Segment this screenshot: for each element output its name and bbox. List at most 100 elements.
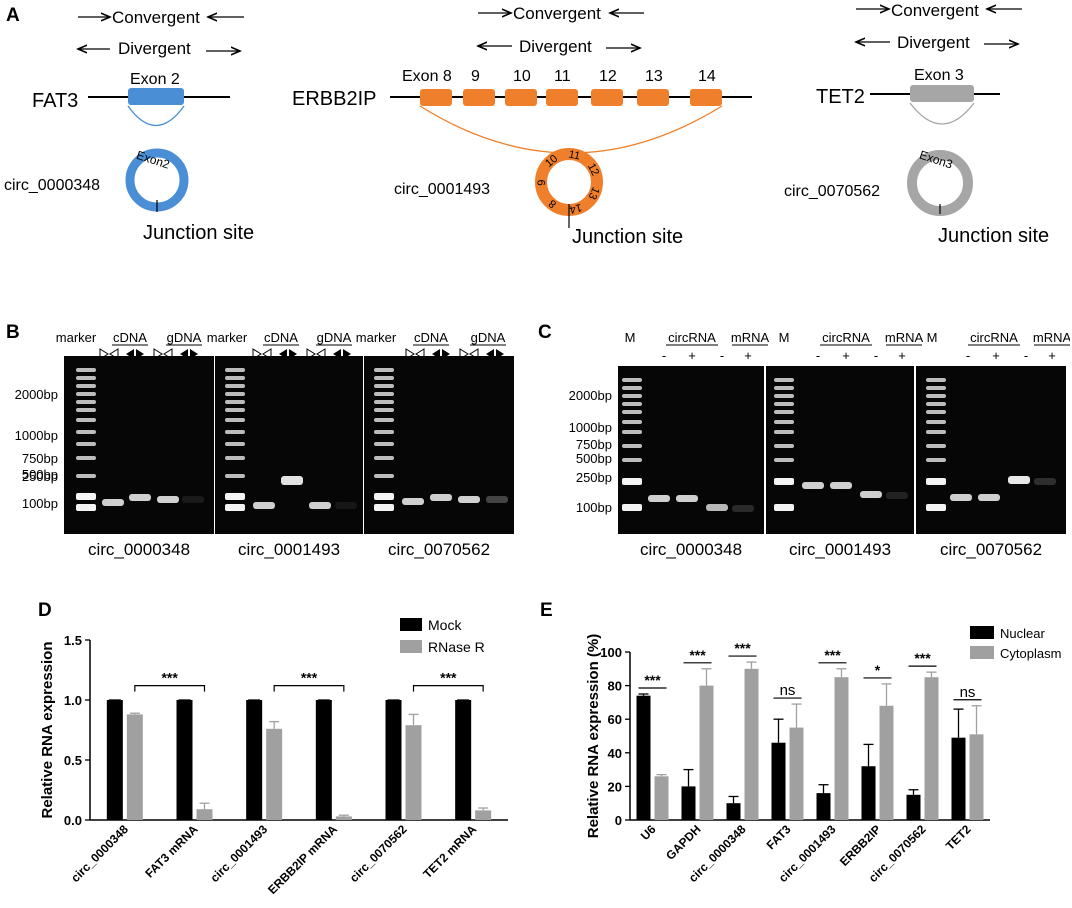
ladder-band [225, 408, 245, 412]
bar-mock [106, 700, 123, 820]
gel-header-label: cDNA [414, 330, 448, 345]
erbb2ip-ring-number: 14 [568, 201, 583, 216]
erbb2ip-exon-box [546, 89, 578, 106]
x-tick-label: ERBB2IP [837, 822, 884, 869]
legend-swatch [970, 646, 994, 659]
sample-band [1034, 478, 1056, 485]
ladder-band [374, 368, 394, 372]
bar-nuclear [816, 793, 831, 820]
sample-band [402, 498, 424, 505]
y-tick-label: 100 [600, 645, 622, 660]
bar-nuclear [726, 803, 741, 820]
rnase-sign: - [966, 348, 970, 363]
ladder-band [374, 400, 394, 404]
x-tick-label: FAT3 mRNA [142, 822, 201, 881]
erbb2ip-exon-labels: Exon 8 9 10 11 12 13 14 [402, 68, 716, 85]
erbb2ip-exon-boxes [420, 89, 722, 106]
erbb2ip-junction-label: Junction site [572, 226, 683, 248]
rnase-sign: + [842, 348, 850, 363]
rnase-sign: + [688, 348, 696, 363]
tet2-gene-label: TET2 [816, 86, 865, 108]
sample-band [430, 494, 452, 501]
sample-band [648, 495, 670, 502]
ladder-band [76, 504, 96, 511]
erbb2ip-exon-box [637, 89, 669, 106]
sample-band [281, 476, 303, 485]
gel-header-label: M [927, 330, 938, 345]
tet2-group: Convergent Divergent TET2 Exon 3 circ_00… [784, 1, 1049, 247]
ladder-band [926, 378, 946, 382]
ladder-band [76, 474, 96, 478]
rnase-sign: - [874, 348, 878, 363]
bar-rnase-r [266, 728, 283, 820]
gel-header-label: gDNA [471, 330, 506, 345]
gel-caption: circ_0070562 [940, 540, 1042, 559]
significance-label: ns [780, 682, 796, 699]
rnase-sign: - [1024, 348, 1028, 363]
panel-a-schematic: Convergent Divergent FAT3 Exon 2 circ_00… [4, 1, 1049, 248]
ladder-band [622, 402, 642, 406]
fat3-junction-label: Junction site [143, 222, 254, 244]
ladder-band [374, 442, 394, 446]
ladder-band [374, 504, 394, 511]
gel-size-label: 2000bp [569, 388, 612, 403]
gel-size-label: 500bp [576, 451, 612, 466]
ladder-band [926, 458, 946, 462]
erbb2ip-exon-label: 13 [645, 68, 663, 85]
x-tick-label: ERBB2IP mRNA [265, 822, 340, 897]
rnase-sign: - [662, 348, 666, 363]
ladder-band [374, 384, 394, 388]
erbb2ip-ring-number: 11 [568, 149, 582, 163]
gel-size-label: 1000bp [569, 420, 612, 435]
bar-rnase-r [126, 714, 143, 820]
legend-label: RNase R [428, 639, 485, 655]
x-tick-label: circ_0001493 [208, 822, 271, 885]
rnase-sign: + [898, 348, 906, 363]
bar-mock [385, 700, 402, 820]
tet2-circ-label: circ_0070562 [784, 183, 880, 200]
ladder-band [622, 444, 642, 448]
sample-band [102, 499, 124, 506]
gel-size-label: 750bp [576, 437, 612, 452]
sample-band [860, 491, 882, 498]
sample-band [950, 494, 972, 501]
ladder-band [374, 418, 394, 422]
rnase-sign: + [1048, 348, 1056, 363]
y-tick-label: 40 [608, 746, 622, 761]
erbb2ip-exon-box [463, 89, 495, 106]
y-tick-label: 20 [608, 779, 622, 794]
gel-size-label: 100bp [576, 500, 612, 515]
ladder-band [774, 444, 794, 448]
bar-cytoplasm [744, 668, 759, 820]
significance-label: *** [734, 640, 751, 656]
gel-caption: circ_0000348 [640, 540, 742, 559]
chart-d: 0.0 0.5 1.0 1.5 Relative RNA expression circ_… [39, 617, 508, 897]
bar-nuclear [906, 794, 921, 820]
bar-cytoplasm [879, 705, 894, 820]
x-tick-label: U6 [638, 822, 659, 843]
tet2-junction-label: Junction site [938, 225, 1049, 247]
gel-size-label: 750bp [22, 451, 58, 466]
sample-band [706, 504, 728, 511]
bar-cytoplasm [969, 734, 984, 820]
significance-bracket [412, 685, 484, 692]
significance-label: *** [301, 670, 318, 686]
gel-size-label: 2000bp [15, 387, 58, 402]
ladder-band [225, 456, 245, 460]
ladder-band [76, 418, 96, 422]
rnase-sign: - [816, 348, 820, 363]
sample-band [458, 496, 480, 503]
bar-nuclear [636, 695, 651, 820]
ladder-band [225, 418, 245, 422]
gel-header-label: M [625, 330, 636, 345]
erbb2ip-exon-box [420, 89, 452, 106]
erbb2ip-ring-number: 13 [586, 185, 602, 201]
ladder-band [374, 430, 394, 434]
significance-label: *** [161, 670, 178, 686]
ladder-band [622, 386, 642, 390]
erbb2ip-exon-box [505, 89, 537, 106]
gel-size-label: 500bp [22, 467, 58, 482]
erbb2ip-group: Convergent Divergent ERBB2IP Exon 8 9 10 11… [292, 4, 752, 248]
ladder-band [622, 420, 642, 424]
